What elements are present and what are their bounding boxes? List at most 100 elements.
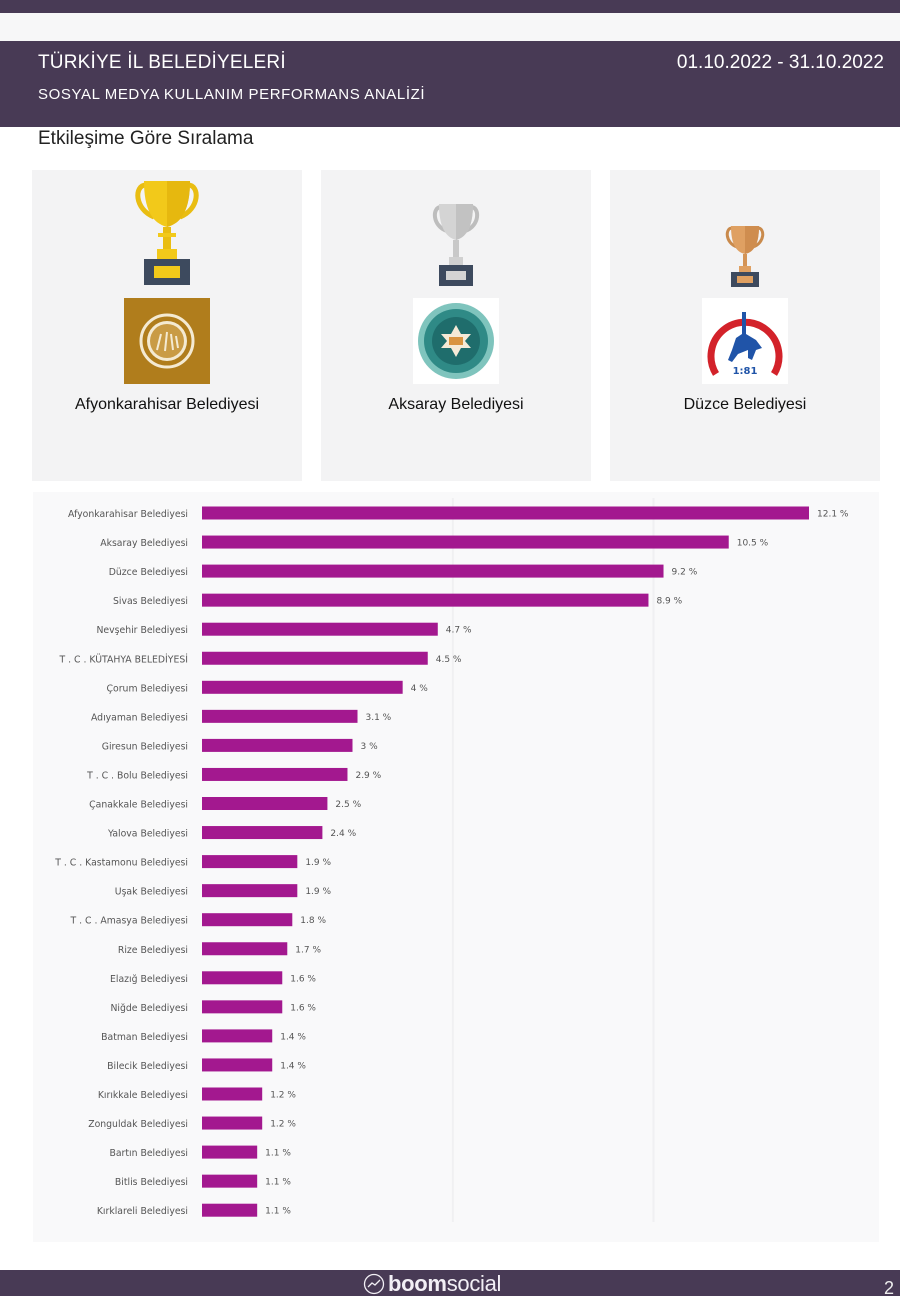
bar: [202, 1000, 283, 1014]
value-label: 2.9 %: [355, 771, 381, 781]
value-label: 4.7 %: [446, 626, 472, 636]
bar: [202, 1087, 263, 1101]
value-label: 1.7 %: [295, 945, 321, 955]
bar: [202, 942, 288, 956]
category-label: Aksaray Belediyesi: [100, 538, 188, 549]
bar: [202, 1145, 258, 1159]
report-subtitle: SOSYAL MEDYA KULLANIM PERFORMANS ANALİZİ: [38, 86, 426, 103]
category-label: Elazığ Belediyesi: [110, 974, 188, 985]
bar: [202, 738, 353, 752]
svg-text:1:81: 1:81: [733, 366, 758, 377]
value-label: 1.1 %: [265, 1207, 291, 1217]
value-label: 2.4 %: [330, 829, 356, 839]
value-label: 1.4 %: [280, 1032, 306, 1042]
category-label: Bilecik Belediyesi: [107, 1061, 188, 1072]
podium-card-second: Aksaray Belediyesi: [321, 170, 591, 481]
bar: [202, 1174, 258, 1188]
brand-bold: boom: [388, 1271, 447, 1296]
bar: [202, 1203, 258, 1217]
bar: [202, 680, 403, 694]
value-label: 4.5 %: [436, 655, 462, 665]
category-label: Uşak Belediyesi: [115, 887, 188, 898]
value-label: 10.5 %: [737, 539, 769, 549]
podium-card-third: 1:81 Düzce Belediyesi: [610, 170, 880, 481]
bar: [202, 797, 328, 810]
podium-name-third: Düzce Belediyesi: [683, 396, 807, 413]
category-label: Zonguldak Belediyesi: [88, 1119, 188, 1130]
category-label: Niğde Belediyesi: [110, 1003, 188, 1014]
value-label: 1.4 %: [280, 1061, 306, 1071]
bar: [202, 651, 428, 665]
podium-name-first: Afyonkarahisar Belediyesi: [74, 396, 260, 413]
duzce-logo: 1:81: [702, 298, 788, 384]
bar: [202, 855, 298, 869]
value-label: 3.1 %: [366, 713, 392, 723]
value-label: 12.1 %: [817, 510, 849, 520]
bar: [202, 826, 323, 840]
bar: [202, 884, 298, 898]
value-label: 1.6 %: [290, 974, 316, 984]
podium-name-second: Aksaray Belediyesi: [388, 396, 524, 413]
category-label: Sivas Belediyesi: [113, 596, 188, 607]
bar: [202, 593, 649, 607]
category-label: Bitlis Belediyesi: [115, 1177, 188, 1188]
value-label: 1.1 %: [265, 1178, 291, 1188]
bar: [202, 1116, 263, 1130]
top-strip: [0, 0, 900, 13]
top-gap: [0, 13, 900, 41]
value-label: 8.9 %: [656, 597, 682, 607]
category-label: T . C . KÜTAHYA BELEDİYESİ: [58, 654, 188, 665]
category-label: Batman Belediyesi: [101, 1032, 188, 1043]
report-title: TÜRKİYE İL BELEDİYELERİ: [38, 52, 286, 73]
category-label: Bartın Belediyesi: [109, 1148, 188, 1159]
category-label: Giresun Belediyesi: [102, 741, 188, 752]
value-label: 1.9 %: [305, 887, 331, 897]
category-label: Rize Belediyesi: [118, 945, 188, 956]
podium-card-first: Afyonkarahisar Belediyesi: [32, 170, 302, 481]
report-header: TÜRKİYE İL BELEDİYELERİ SOSYAL MEDYA KUL…: [0, 41, 900, 127]
page-number: 2: [883, 1278, 894, 1296]
value-label: 9.2 %: [672, 568, 698, 578]
category-label: Nevşehir Belediyesi: [96, 625, 188, 636]
bar: [202, 1058, 273, 1072]
engagement-bar-chart: Afyonkarahisar Belediyesi 12.1 % Aksaray B…: [54, 498, 849, 1222]
brand-light: social: [446, 1271, 502, 1296]
category-label: Çanakkale Belediyesi: [89, 800, 188, 811]
afyonkarahisar-logo: [124, 298, 210, 384]
chart-panel: Afyonkarahisar Belediyesi 12.1 % Aksaray B…: [33, 492, 879, 1242]
aksaray-logo: [413, 298, 499, 384]
value-label: 1.8 %: [300, 916, 326, 926]
bar: [202, 622, 438, 636]
category-label: Kırıkkale Belediyesi: [98, 1090, 188, 1101]
value-label: 2.5 %: [335, 800, 361, 810]
value-label: 1.1 %: [265, 1149, 291, 1159]
category-label: Yalova Belediyesi: [107, 829, 188, 840]
bar: [202, 1029, 273, 1043]
category-label: Afyonkarahisar Belediyesi: [68, 509, 188, 520]
bar: [202, 564, 664, 578]
category-label: Düzce Belediyesi: [109, 567, 188, 578]
category-label: T . C . Amasya Belediyesi: [69, 916, 188, 927]
bar: [202, 971, 283, 985]
category-label: Adıyaman Belediyesi: [91, 712, 188, 723]
bar: [202, 709, 358, 723]
bronze-trophy-icon: [725, 226, 765, 287]
category-label: T . C . Kastamonu Belediyesi: [54, 858, 188, 869]
value-label: 1.9 %: [305, 858, 331, 868]
category-label: T . C . Bolu Belediyesi: [86, 770, 188, 781]
value-label: 1.2 %: [270, 1120, 296, 1130]
bar: [202, 913, 293, 927]
value-label: 1.6 %: [290, 1003, 316, 1013]
section-title: Etkileşime Göre Sıralama: [38, 128, 254, 149]
gold-trophy-icon: [135, 181, 199, 285]
bar: [202, 767, 348, 781]
category-label: Çorum Belediyesi: [107, 683, 188, 694]
footer: boomsocial 2: [0, 1270, 900, 1296]
value-label: 3 %: [360, 742, 378, 752]
value-label: 4 %: [411, 684, 429, 694]
category-label: Kırklareli Belediyesi: [97, 1206, 188, 1217]
date-range: 01.10.2022 - 31.10.2022: [676, 52, 884, 73]
boomsocial-logo: boomsocial: [363, 1271, 501, 1296]
bar: [202, 506, 809, 520]
bar: [202, 535, 729, 549]
